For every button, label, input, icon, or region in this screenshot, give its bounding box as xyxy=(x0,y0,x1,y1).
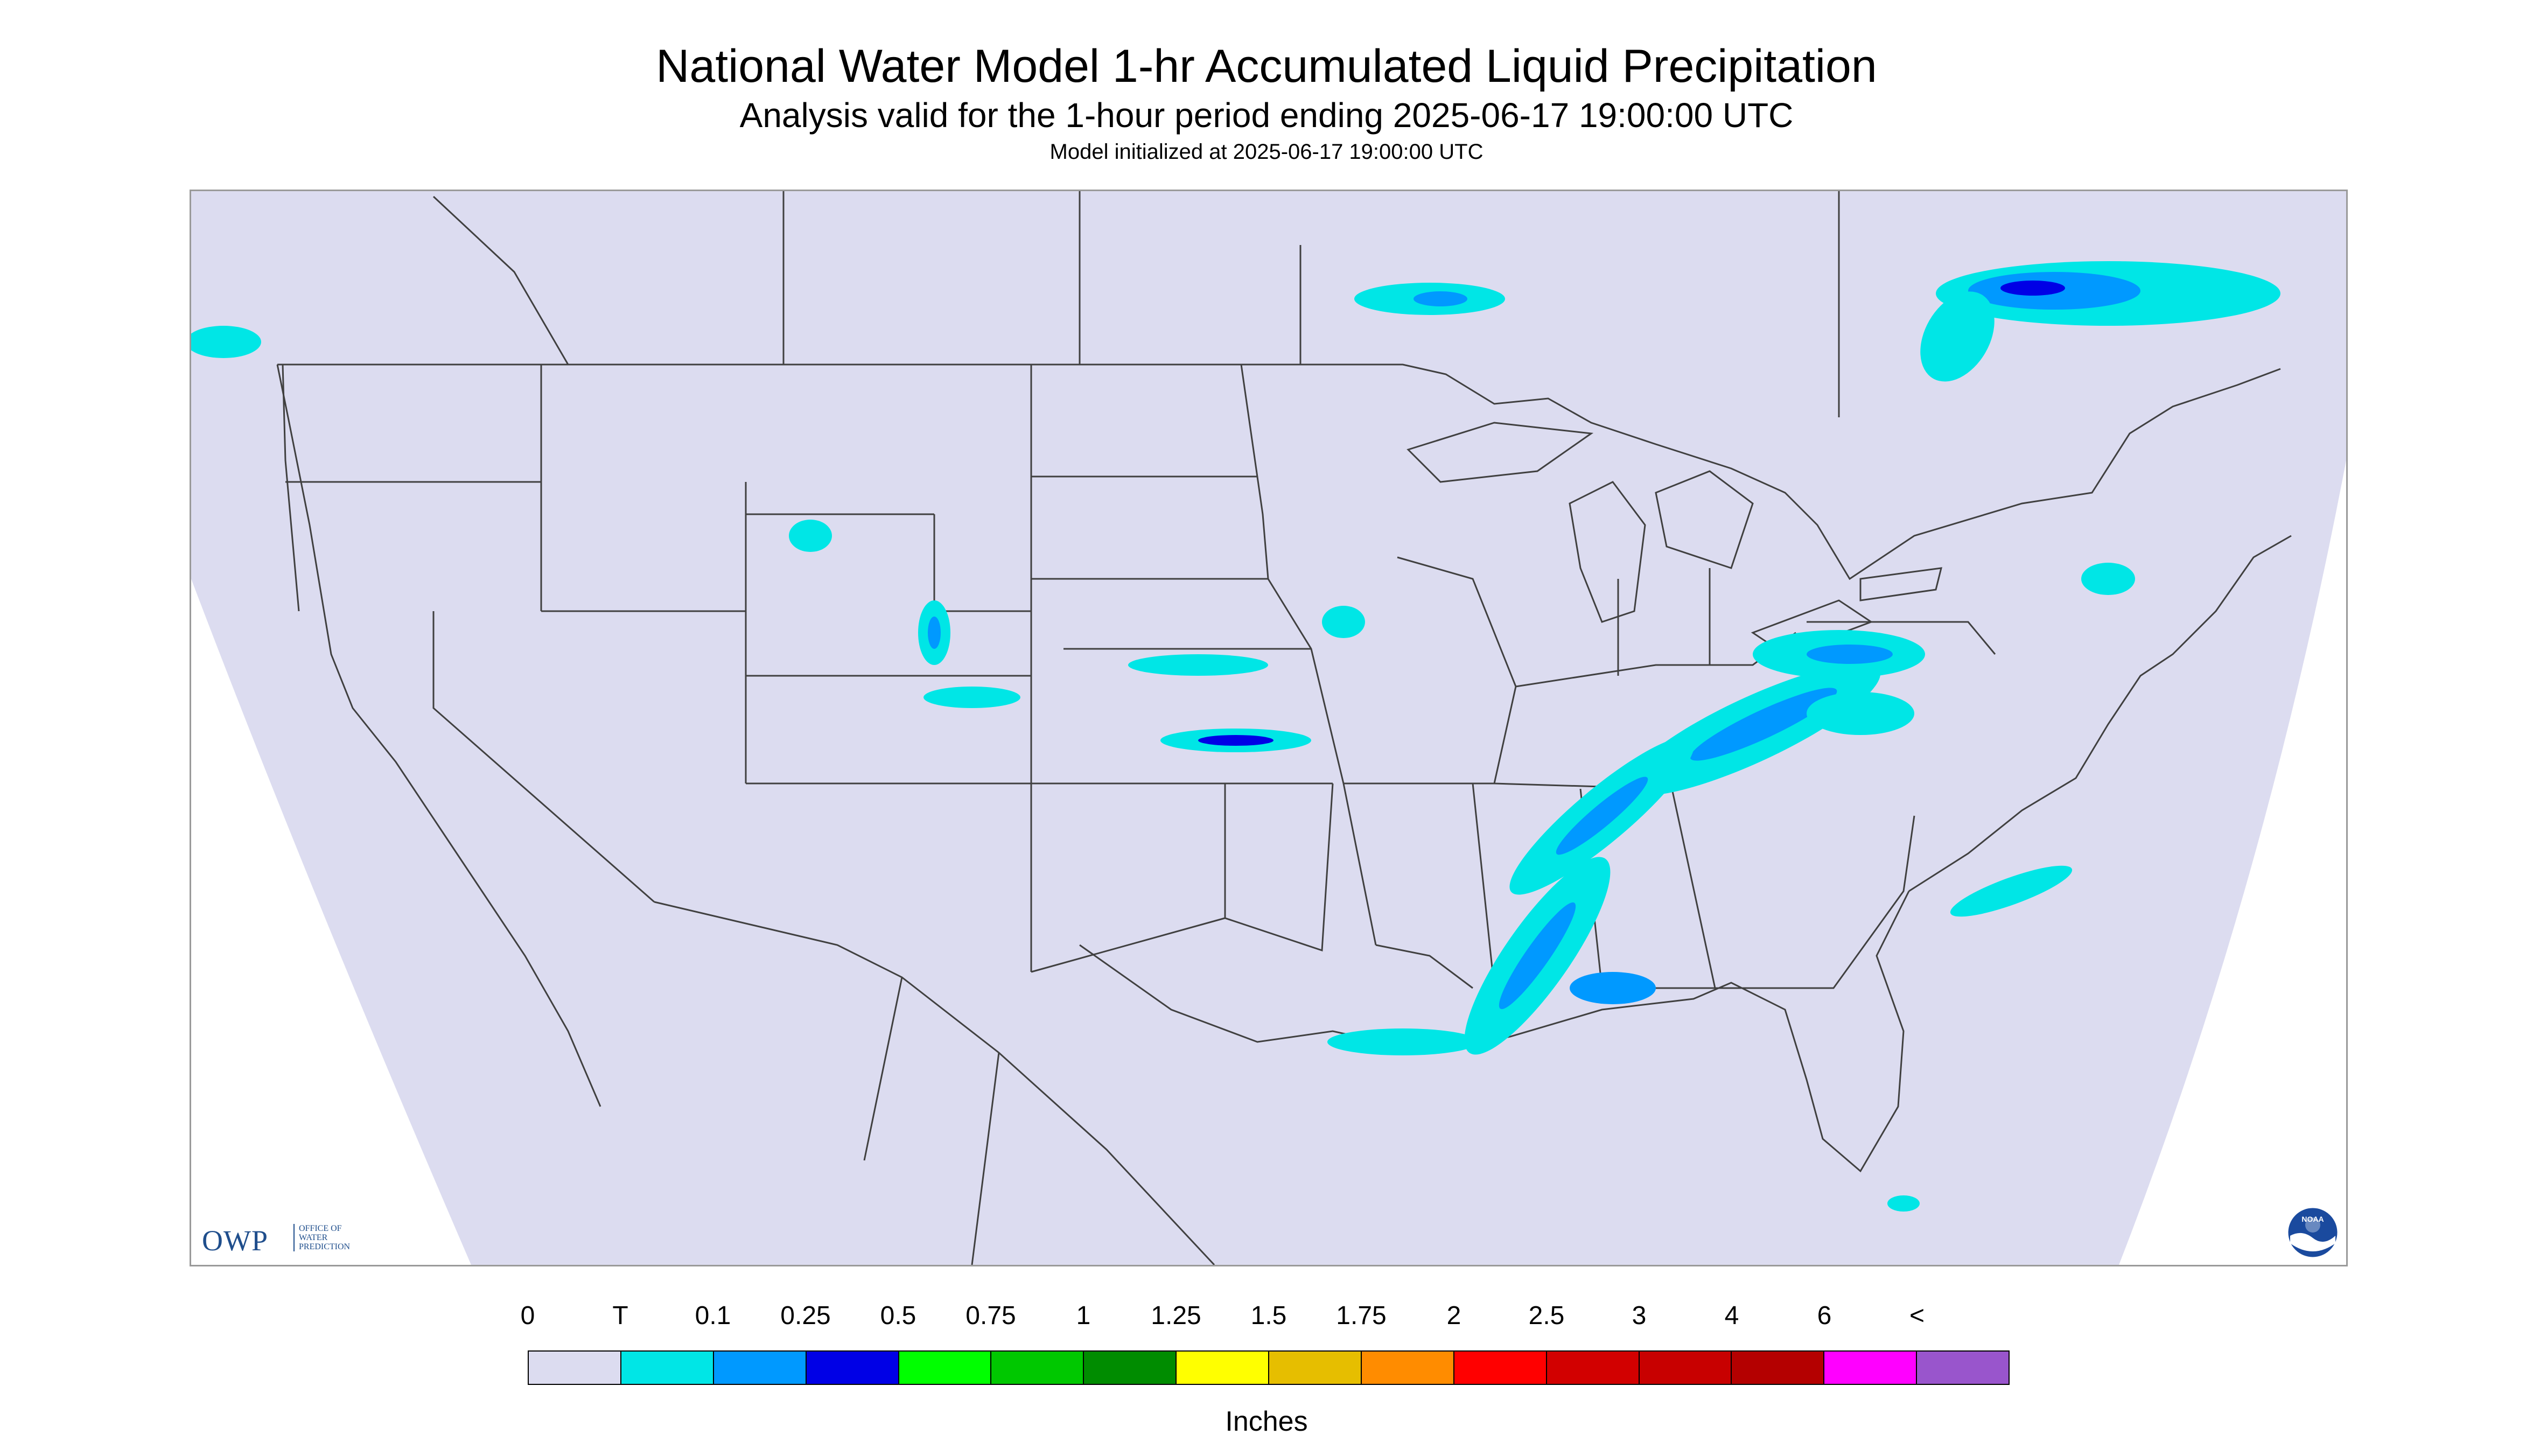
political-boundaries xyxy=(276,191,2292,1265)
precip-area-kansas-core xyxy=(1198,735,1274,746)
legend-label: < xyxy=(1909,1301,1925,1330)
precip-area-manitoba-core xyxy=(1414,291,1467,306)
legend-label: 3 xyxy=(1632,1301,1647,1330)
legend-swatch xyxy=(1917,1352,2009,1384)
gulf-coastline xyxy=(1079,891,1910,1173)
map-domain xyxy=(191,191,2346,1265)
plains-state-lines xyxy=(1031,363,1334,973)
precip-area-tennessee-core xyxy=(1556,776,1648,855)
precip-area-ohio-valley-core xyxy=(1690,688,1837,761)
legend-label: T xyxy=(612,1301,628,1330)
legend-units: Inches xyxy=(1225,1406,1308,1437)
legend-label: 0.75 xyxy=(965,1301,1016,1330)
legend-swatch xyxy=(1547,1352,1640,1384)
pacific-coastline xyxy=(276,364,601,1107)
owp-logo: OWP OFFICE OF WATER PREDICTION xyxy=(202,1222,374,1259)
precip-area-alabama xyxy=(1570,972,1656,1004)
legend-swatch xyxy=(806,1352,899,1384)
precip-area-carolina-offshore xyxy=(1950,865,2073,917)
map-title: National Water Model 1-hr Accumulated Li… xyxy=(656,40,1877,92)
legend-swatch xyxy=(1177,1352,1269,1384)
legend-swatch xyxy=(899,1352,992,1384)
precip-area-florida xyxy=(1887,1195,1920,1212)
noaa-logo: NOAA xyxy=(2286,1206,2339,1259)
legend-swatch xyxy=(991,1352,1084,1384)
legend-labels: 0 T 0.1 0.25 0.5 0.75 1 1.25 1.5 1.75 2 2.5 3 4 6 < xyxy=(0,1303,2533,1335)
precipitation-map xyxy=(191,191,2346,1265)
precip-area-montana xyxy=(789,520,832,552)
legend-color-bar xyxy=(528,1350,2010,1385)
legend-label: 2.5 xyxy=(1528,1301,1565,1330)
mexico-lines xyxy=(654,901,1215,1265)
precip-area-new-england xyxy=(2081,563,2135,595)
owp-logo-line-2: WATER xyxy=(299,1233,328,1242)
legend-swatch xyxy=(1639,1352,1732,1384)
precip-area-pennsylvania-core xyxy=(1807,645,1893,664)
legend-label: 2 xyxy=(1446,1301,1461,1330)
noaa-logo-text: NOAA xyxy=(2301,1215,2324,1223)
legend-swatch xyxy=(529,1352,621,1384)
legend-swatch xyxy=(1084,1352,1177,1384)
precip-area-canada-north-tail xyxy=(1920,291,1995,382)
precip-area-iowa xyxy=(1322,606,1365,638)
precip-area-colorado xyxy=(923,687,1020,708)
legend-swatch xyxy=(1824,1352,1918,1384)
legend-swatch xyxy=(1361,1352,1454,1384)
precip-area-wyoming-core xyxy=(928,617,941,649)
legend-swatch xyxy=(713,1352,807,1384)
legend-label: 0.25 xyxy=(780,1301,831,1330)
legend-label: 1 xyxy=(1076,1301,1091,1330)
canada-province-lines xyxy=(432,191,1840,417)
precip-area-bc xyxy=(191,326,261,358)
legend-label: 0 xyxy=(520,1301,535,1330)
precip-area-virginia xyxy=(1807,692,1914,735)
western-state-lines xyxy=(282,364,1225,972)
great-lakes-outlines xyxy=(1407,422,1942,655)
legend-label: 1.75 xyxy=(1336,1301,1387,1330)
legend-label: 0.1 xyxy=(695,1301,731,1330)
map-panel: OWP OFFICE OF WATER PREDICTION NOAA xyxy=(190,190,2348,1266)
legend-swatch xyxy=(1454,1352,1547,1384)
legend-label: 6 xyxy=(1817,1301,1832,1330)
legend-label: 0.5 xyxy=(880,1301,916,1330)
precipitation-areas xyxy=(191,261,2280,1212)
precip-area-mississippi-core xyxy=(1499,902,1576,1010)
legend-swatch xyxy=(1269,1352,1362,1384)
owp-logo-line-1: OFFICE OF xyxy=(299,1224,342,1233)
legend-swatch xyxy=(621,1352,714,1384)
legend-label: 4 xyxy=(1724,1301,1739,1330)
owp-logo-line-3: PREDICTION xyxy=(299,1242,351,1251)
legend-swatch xyxy=(1732,1352,1825,1384)
precip-area-nebraska xyxy=(1128,654,1268,676)
precip-area-gulf xyxy=(1327,1028,1478,1055)
legend-label: 1.25 xyxy=(1151,1301,1201,1330)
owp-logo-letters: OWP xyxy=(202,1224,268,1257)
model-init-line: Model initialized at 2025-06-17 19:00:00… xyxy=(1049,140,1484,164)
precip-area-canada-north-peak xyxy=(2000,281,2065,296)
legend-label: 1.5 xyxy=(1250,1301,1287,1330)
atlantic-coastline xyxy=(1908,535,2292,892)
map-subtitle: Analysis valid for the 1-hour period end… xyxy=(739,96,1794,135)
owp-logo-subtitle: OFFICE OF WATER PREDICTION xyxy=(293,1224,374,1251)
us-canada-border xyxy=(277,363,2281,580)
